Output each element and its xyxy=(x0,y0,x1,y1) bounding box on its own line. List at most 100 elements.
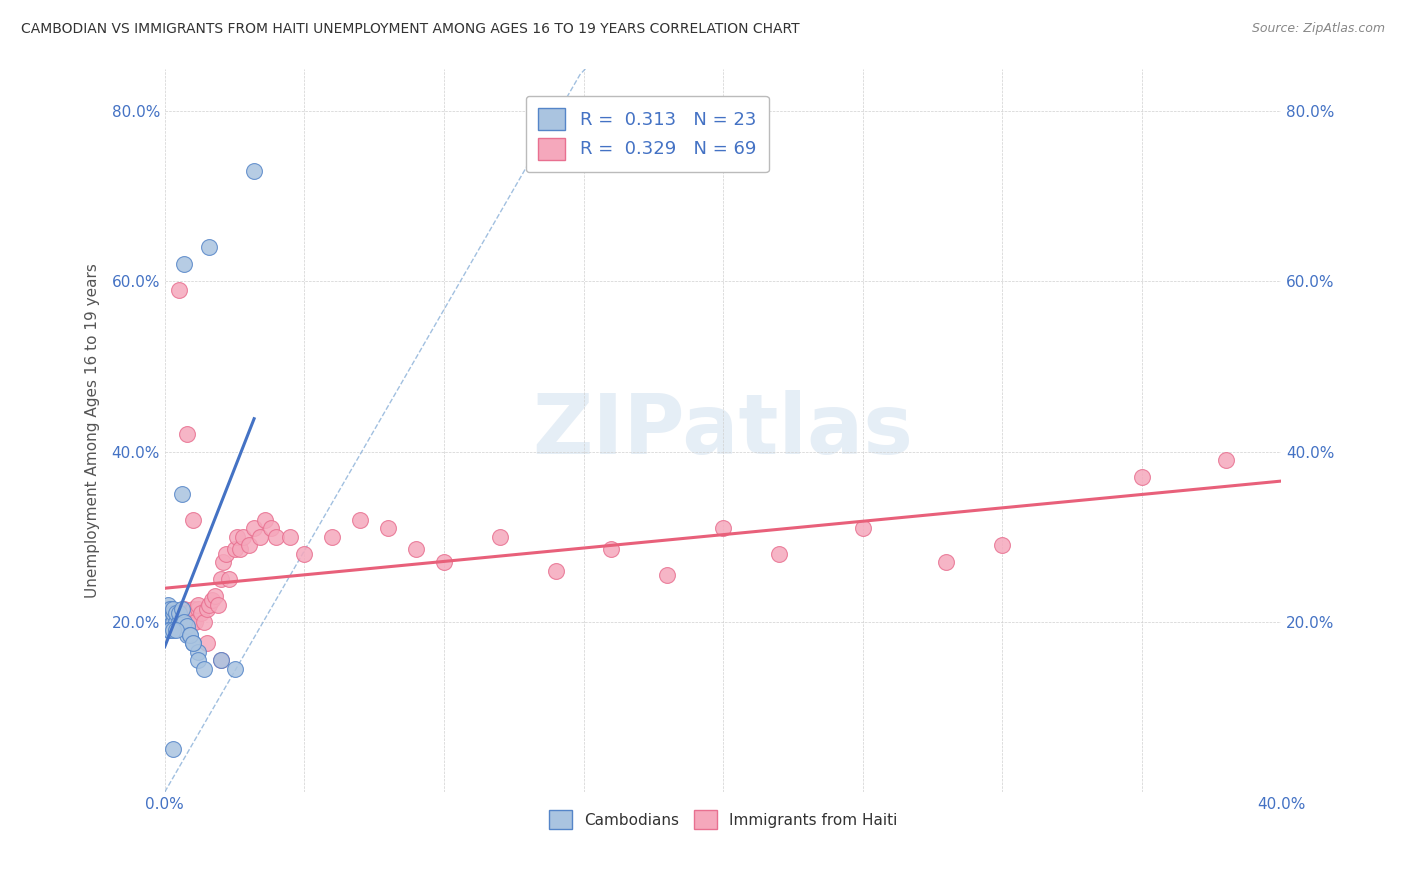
Point xyxy=(162,624,184,638)
Point xyxy=(176,627,198,641)
Point xyxy=(167,615,190,629)
Point xyxy=(243,163,266,178)
Point xyxy=(1130,470,1153,484)
Point xyxy=(159,610,181,624)
Point xyxy=(209,653,232,667)
Point xyxy=(173,615,195,629)
Point xyxy=(181,636,204,650)
Point xyxy=(170,615,193,629)
Point xyxy=(991,538,1014,552)
Point xyxy=(224,661,246,675)
Point xyxy=(167,606,190,620)
Point xyxy=(156,598,179,612)
Point xyxy=(198,598,221,612)
Point xyxy=(852,521,875,535)
Point xyxy=(159,615,181,629)
Point xyxy=(170,606,193,620)
Point xyxy=(179,627,201,641)
Point xyxy=(181,615,204,629)
Text: Source: ZipAtlas.com: Source: ZipAtlas.com xyxy=(1251,22,1385,36)
Point xyxy=(377,521,399,535)
Point xyxy=(229,542,252,557)
Point xyxy=(195,636,218,650)
Point xyxy=(209,653,232,667)
Y-axis label: Unemployment Among Ages 16 to 19 years: Unemployment Among Ages 16 to 19 years xyxy=(86,263,100,598)
Point xyxy=(176,615,198,629)
Point xyxy=(156,615,179,629)
Point xyxy=(162,615,184,629)
Point xyxy=(167,283,190,297)
Text: CAMBODIAN VS IMMIGRANTS FROM HAITI UNEMPLOYMENT AMONG AGES 16 TO 19 YEARS CORREL: CAMBODIAN VS IMMIGRANTS FROM HAITI UNEMP… xyxy=(21,22,800,37)
Point xyxy=(162,606,184,620)
Point xyxy=(187,598,209,612)
Point xyxy=(433,555,456,569)
Point xyxy=(215,547,238,561)
Point xyxy=(162,742,184,756)
Point xyxy=(292,547,315,561)
Point xyxy=(176,619,198,633)
Point xyxy=(181,602,204,616)
Point xyxy=(321,530,343,544)
Point xyxy=(544,564,567,578)
Point xyxy=(187,653,209,667)
Point xyxy=(181,636,204,650)
Point xyxy=(209,572,232,586)
Point xyxy=(184,615,207,629)
Point xyxy=(226,530,249,544)
Point xyxy=(165,615,187,629)
Point xyxy=(173,257,195,271)
Point xyxy=(179,627,201,641)
Point xyxy=(173,615,195,629)
Point xyxy=(165,624,187,638)
Point xyxy=(176,606,198,620)
Point xyxy=(190,606,212,620)
Point xyxy=(243,521,266,535)
Point xyxy=(935,555,957,569)
Point xyxy=(488,530,510,544)
Point xyxy=(207,598,229,612)
Point xyxy=(212,555,235,569)
Point xyxy=(187,644,209,658)
Point xyxy=(249,530,271,544)
Point xyxy=(156,615,179,629)
Point xyxy=(156,624,179,638)
Point xyxy=(162,602,184,616)
Point xyxy=(280,530,302,544)
Legend: Cambodians, Immigrants from Haiti: Cambodians, Immigrants from Haiti xyxy=(543,804,904,835)
Point xyxy=(170,615,193,629)
Point xyxy=(232,530,254,544)
Point xyxy=(349,513,371,527)
Point xyxy=(167,615,190,629)
Point xyxy=(170,487,193,501)
Point xyxy=(173,602,195,616)
Point xyxy=(405,542,427,557)
Point xyxy=(159,602,181,616)
Point xyxy=(156,610,179,624)
Point xyxy=(224,542,246,557)
Point xyxy=(156,602,179,616)
Point xyxy=(156,606,179,620)
Point xyxy=(266,530,288,544)
Point xyxy=(156,619,179,633)
Point xyxy=(218,572,240,586)
Point xyxy=(201,593,224,607)
Point xyxy=(711,521,734,535)
Point xyxy=(176,427,198,442)
Point xyxy=(600,542,623,557)
Point xyxy=(167,606,190,620)
Point xyxy=(159,619,181,633)
Point xyxy=(179,615,201,629)
Point xyxy=(181,513,204,527)
Point xyxy=(159,624,181,638)
Point xyxy=(187,602,209,616)
Point xyxy=(165,619,187,633)
Point xyxy=(657,568,679,582)
Point xyxy=(162,619,184,633)
Point xyxy=(768,547,790,561)
Point xyxy=(238,538,260,552)
Point xyxy=(162,610,184,624)
Point xyxy=(162,615,184,629)
Point xyxy=(198,240,221,254)
Point xyxy=(170,602,193,616)
Point xyxy=(260,521,283,535)
